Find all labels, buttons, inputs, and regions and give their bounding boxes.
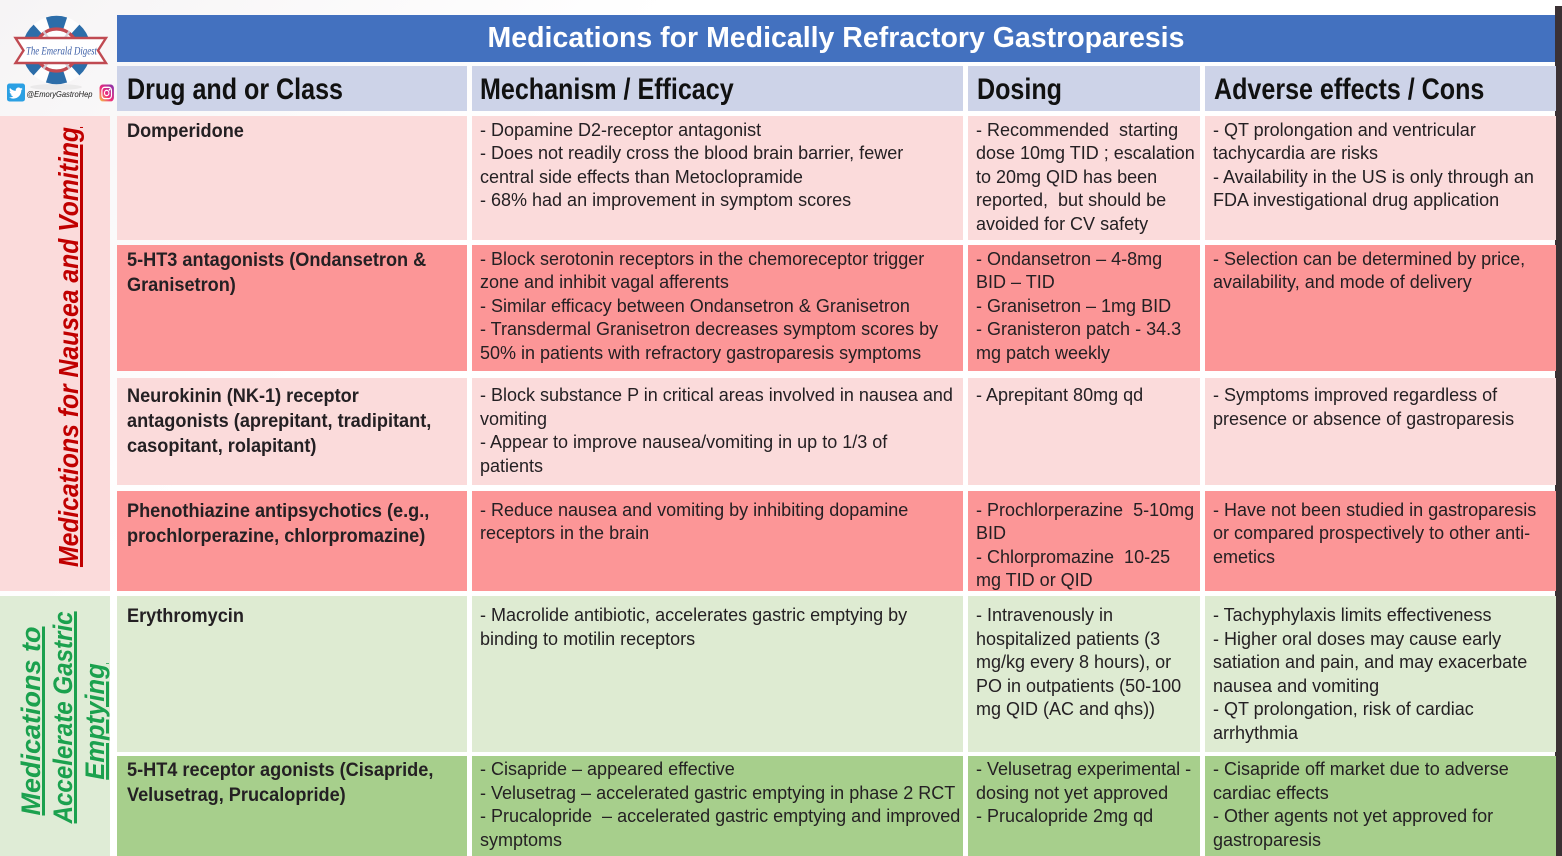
svg-text:@EmoryGastroHep: @EmoryGastroHep	[27, 89, 93, 99]
svg-text:The Emerald Digest: The Emerald Digest	[26, 46, 98, 58]
